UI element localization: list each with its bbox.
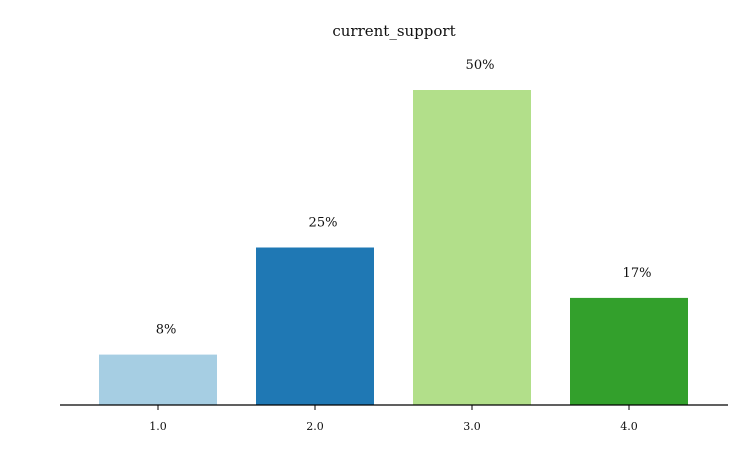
data-label-1.0: 8% — [156, 323, 177, 338]
chart-title: current_support — [332, 22, 455, 40]
bar-2.0 — [256, 247, 374, 405]
x-tick-label-3.0: 3.0 — [463, 420, 481, 433]
bar-4.0 — [570, 297, 688, 405]
data-labels-layer: 8% 25% 50% 17% — [156, 58, 652, 338]
bar-1.0 — [99, 354, 217, 405]
data-label-3.0: 50% — [466, 58, 495, 73]
data-label-4.0: 17% — [623, 266, 652, 281]
x-tick-label-1.0: 1.0 — [149, 420, 167, 433]
x-tick-label-2.0: 2.0 — [306, 420, 324, 433]
bars-layer — [99, 90, 688, 405]
x-tick-label-4.0: 4.0 — [620, 420, 638, 433]
data-label-2.0: 25% — [309, 216, 338, 231]
x-ticks-layer: 1.0 2.0 3.0 4.0 — [149, 405, 638, 433]
bar-3.0 — [413, 90, 531, 405]
